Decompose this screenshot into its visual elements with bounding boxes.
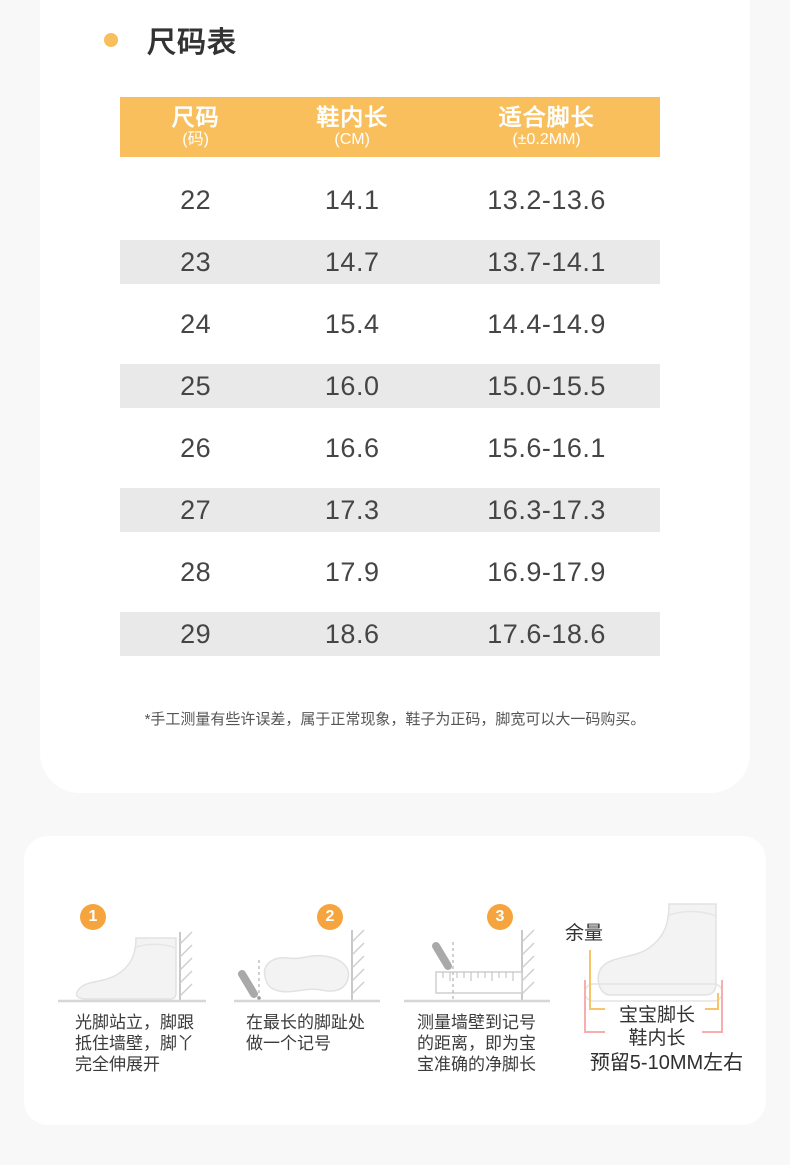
table-row: 27 17.3 16.3-17.3 <box>120 479 660 541</box>
fit-range-cell: 17.6-18.6 <box>487 618 606 649</box>
size-table: 尺码 (码) 鞋内长 (CM) 适合脚长 (±0.2MM) 22 14.1 13… <box>120 97 660 665</box>
header-size: 尺码 (码) <box>171 104 220 149</box>
fit-allowance-diagram: 余量 宝宝脚长 鞋内长 <box>565 896 770 1049</box>
size-cell: 23 <box>180 246 212 277</box>
toe-mark-dot <box>257 996 261 1000</box>
section-title: 尺码表 <box>147 27 238 59</box>
fit-range-cell: 14.4-14.9 <box>487 308 606 339</box>
inner-length-cell: 17.3 <box>324 494 380 525</box>
table-row: 24 15.4 14.4-14.9 <box>120 293 660 355</box>
foot-length-label: 宝宝脚长 <box>618 1005 695 1026</box>
fit-range-cell: 15.6-16.1 <box>487 432 606 463</box>
wall-hatching <box>351 929 365 995</box>
ruler-measure-illustration <box>404 929 550 1003</box>
foot-length-bracket-left <box>589 950 605 1010</box>
table-row: 25 16.0 15.0-15.5 <box>120 355 660 417</box>
table-row: 22 14.1 13.2-13.6 <box>120 169 660 231</box>
header-inner-length: 鞋内长 (CM) <box>316 104 389 149</box>
foot-against-wall-illustration <box>58 931 206 1003</box>
wall-hatching <box>179 931 193 997</box>
size-cell: 29 <box>180 618 212 649</box>
allowance-label: 余量 <box>565 923 604 944</box>
inner-length-cell: 18.6 <box>324 618 380 649</box>
marker-pen-icon <box>238 970 258 998</box>
fit-range-cell: 15.0-15.5 <box>487 370 606 401</box>
table-row: 28 17.9 16.9-17.9 <box>120 541 660 603</box>
foot-sole-outline <box>263 954 350 993</box>
ankle-line <box>133 943 177 949</box>
reserve-note: 预留5-10MM左右 <box>589 1052 744 1074</box>
section-bullet-icon <box>104 33 118 47</box>
measuring-guide-card: 1 2 3 光脚站立，脚跟 抵住墙壁，脚丫 完全伸展开 在最长的脚趾处 做一 <box>24 836 766 1125</box>
section-header: 尺码表 <box>40 0 750 61</box>
step-3-caption: 测量墙壁到记号 的距离，即为宝 宝准确的净脚长 <box>417 1013 536 1074</box>
foot-side-silhouette <box>75 937 177 1000</box>
foot-in-shoe-illustration <box>584 903 723 1033</box>
inner-length-label: 鞋内长 <box>628 1028 686 1049</box>
header-fit-range: 适合脚长 (±0.2MM) <box>498 104 595 149</box>
inner-length-cell: 14.7 <box>324 246 380 277</box>
size-cell: 28 <box>180 556 212 587</box>
inner-length-bracket-left <box>584 980 605 1033</box>
fit-range-cell: 16.9-17.9 <box>487 556 606 587</box>
toe-mark-illustration <box>234 929 380 1003</box>
size-cell: 24 <box>180 308 212 339</box>
table-row: 29 18.6 17.6-18.6 <box>120 603 660 665</box>
fit-range-cell: 13.2-13.6 <box>487 184 606 215</box>
ankle-line <box>666 910 717 917</box>
wall-hatching <box>521 929 535 995</box>
inner-length-cell: 17.9 <box>324 556 380 587</box>
table-row: 23 14.7 13.7-14.1 <box>120 231 660 293</box>
step-1-badge: 1 <box>80 904 106 930</box>
foot-length-bracket-right <box>705 993 719 1010</box>
inner-length-bracket-right <box>702 980 723 1033</box>
size-table-body: 22 14.1 13.2-13.6 23 14.7 13.7-14.1 24 1… <box>120 169 660 665</box>
step-2-badge: 2 <box>317 904 343 930</box>
inner-length-cell: 15.4 <box>324 308 380 339</box>
foot-side-silhouette <box>597 903 717 996</box>
ruler-ticks <box>442 972 514 981</box>
table-row: 26 16.6 15.6-16.1 <box>120 417 660 479</box>
size-cell: 27 <box>180 494 212 525</box>
fit-range-cell: 16.3-17.3 <box>487 494 606 525</box>
size-cell: 22 <box>180 184 212 215</box>
size-chart-card: 尺码表 尺码 (码) 鞋内长 (CM) 适合脚长 (±0.2MM) 22 14.… <box>40 0 750 793</box>
step-1-caption: 光脚站立，脚跟 抵住墙壁，脚丫 完全伸展开 <box>75 1013 194 1074</box>
inner-length-cell: 14.1 <box>324 184 380 215</box>
inner-length-cell: 16.0 <box>324 370 380 401</box>
fit-range-cell: 13.7-14.1 <box>487 246 606 277</box>
measurement-disclaimer: *手工测量有些许误差，属于正常现象，鞋子为正码，脚宽可以大一码购买。 <box>144 711 646 728</box>
size-table-header: 尺码 (码) 鞋内长 (CM) 适合脚长 (±0.2MM) <box>120 97 660 157</box>
marker-pen-icon <box>432 942 452 970</box>
step-2-caption: 在最长的脚趾处 做一个记号 <box>246 1013 365 1053</box>
size-cell: 25 <box>180 370 212 401</box>
step-3-badge: 3 <box>487 904 513 930</box>
ruler <box>435 971 523 994</box>
inner-length-cell: 16.6 <box>324 432 380 463</box>
size-cell: 26 <box>180 432 212 463</box>
